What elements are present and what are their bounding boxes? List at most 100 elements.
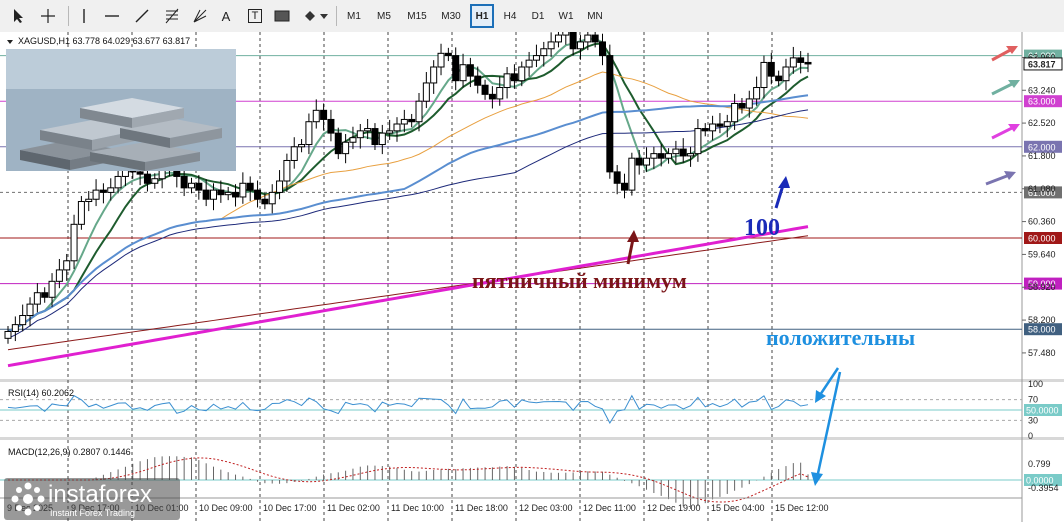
timeframe-m5[interactable]: M5 <box>377 10 391 22</box>
candle-body <box>195 182 203 191</box>
positive-arrow-rsi-head <box>815 390 826 403</box>
level-price-tag <box>1024 323 1062 336</box>
shapes-dropdown-icon[interactable] <box>300 4 330 28</box>
candle-body <box>4 330 12 339</box>
candle-body <box>85 198 93 203</box>
symbol-menu-icon[interactable] <box>7 40 13 44</box>
text-label-icon[interactable]: T <box>244 4 266 28</box>
candle-body <box>320 109 328 120</box>
candle-body <box>569 32 577 50</box>
rsi-line <box>7 394 809 425</box>
candle-body <box>342 141 350 155</box>
rectangle-icon[interactable] <box>270 4 294 28</box>
price-axis: 64.67564.00063.00062.00061.00060.00059.0… <box>1022 49 1063 358</box>
timeframe-d1[interactable]: D1 <box>531 10 545 22</box>
horizontal-line-icon[interactable] <box>100 4 124 28</box>
crosshair-icon[interactable] <box>36 4 60 28</box>
time-label: 10 Dec 17:00 <box>263 503 317 513</box>
toolbar: A T M1 M5 M15 M30 H1 H4 D1 W1 MN <box>0 0 1064 33</box>
candle-body <box>745 98 753 109</box>
candles <box>4 32 812 344</box>
time-label: 10 Dec 09:00 <box>199 503 253 513</box>
candle-body <box>767 61 775 77</box>
time-label: 12 Dec 19:00 <box>647 503 701 513</box>
friday-low-annotation: пятничный минимум <box>472 268 687 293</box>
current-price-tag <box>1023 57 1063 71</box>
panel-separator <box>0 437 1064 440</box>
time-label: 15 Dec 12:00 <box>775 503 829 513</box>
rsi-value-tag <box>1024 404 1062 416</box>
timeframe-m1[interactable]: M1 <box>347 10 361 22</box>
candle-body <box>525 59 533 68</box>
candle-body <box>246 182 254 191</box>
candle-body <box>232 191 240 198</box>
candle-body <box>738 102 746 109</box>
candle-body <box>217 189 225 196</box>
candle-body <box>143 173 151 184</box>
candle-body <box>562 32 570 36</box>
candle-body <box>107 187 115 193</box>
candle-body <box>459 64 467 82</box>
candle-body <box>276 180 284 193</box>
logo-icon <box>11 482 45 516</box>
rsi-axis-label: 0 <box>1028 431 1033 441</box>
macd-signal-line <box>8 457 809 503</box>
level-price-tag <box>1024 277 1062 290</box>
timeframe-h1[interactable]: H1 <box>470 4 494 28</box>
rsi-axis-label: 30 <box>1028 415 1038 425</box>
price-tick-label: 63.960 <box>1028 52 1056 62</box>
candle-body <box>386 130 394 134</box>
candle-body <box>378 132 386 146</box>
candle-body <box>540 48 548 57</box>
candle-body <box>613 171 621 184</box>
price-tick-label: 58.920 <box>1028 282 1056 292</box>
timeframe-w1[interactable]: W1 <box>558 10 574 22</box>
candle-body <box>488 93 496 100</box>
candle-body <box>547 41 555 50</box>
candle-body <box>606 55 614 173</box>
macd-panel: 0.799 0.0000-0.3954 <box>0 456 1062 509</box>
candle-body <box>393 123 401 132</box>
level-price-label: 60.000 <box>1028 234 1056 244</box>
level-price-label: 63.000 <box>1028 97 1056 107</box>
candle-body <box>723 121 731 127</box>
candle-body <box>33 292 41 305</box>
instaforex-logo: instaforex Instant Forex Trading <box>4 478 180 520</box>
candle-body <box>576 41 584 50</box>
cursor-icon[interactable] <box>8 4 30 28</box>
candle-body <box>114 175 122 189</box>
level-price-label: 61.000 <box>1028 188 1056 198</box>
candle-body <box>136 171 144 175</box>
vertical-line-icon[interactable] <box>74 4 94 28</box>
candle-body <box>312 109 320 123</box>
time-label: 12 Dec 03:00 <box>519 503 573 513</box>
ma-blue-line <box>7 94 809 333</box>
gann-icon[interactable] <box>188 4 212 28</box>
level-price-tag <box>1024 140 1062 153</box>
candle-body <box>55 269 63 282</box>
timeframe-mn[interactable]: MN <box>587 10 603 22</box>
positive-arrow-macd <box>815 371 842 479</box>
candle-body <box>364 128 372 132</box>
fibonacci-icon[interactable] <box>160 4 184 28</box>
candle-body <box>180 175 188 189</box>
text-icon[interactable]: A <box>221 8 231 24</box>
candle-body <box>305 121 313 146</box>
candle-body <box>349 137 357 143</box>
level-arrow-head <box>1006 46 1018 54</box>
candle-body <box>11 324 19 332</box>
trendline-icon[interactable] <box>130 4 154 28</box>
candle-body <box>804 61 812 65</box>
candle-body <box>753 87 761 100</box>
time-label: 11 Dec 18:00 <box>455 503 508 513</box>
timeframe-m30[interactable]: M30 <box>441 10 461 22</box>
candle-body <box>687 153 695 157</box>
level-price-tag <box>1024 232 1062 244</box>
timeframe-h4[interactable]: H4 <box>503 10 517 22</box>
candle-body <box>99 189 107 193</box>
candle-body <box>70 223 78 262</box>
timeframe-m15[interactable]: M15 <box>407 10 427 22</box>
candle-body <box>444 52 452 57</box>
candle-body <box>518 66 526 82</box>
candle-body <box>224 191 232 196</box>
